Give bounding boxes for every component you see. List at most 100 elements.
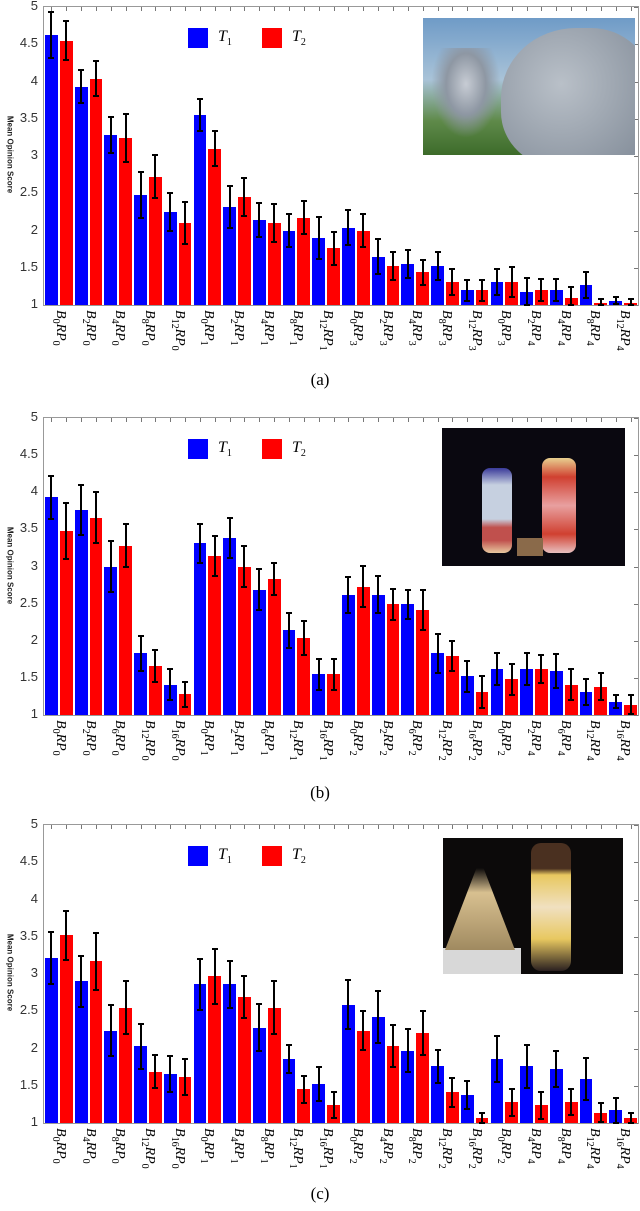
x-tick-mark [110, 7, 112, 11]
error-cap [226, 1006, 233, 1009]
y-tick-mark [634, 603, 638, 605]
x-tick-label: B8RP0 [109, 1128, 128, 1164]
x-tick-mark [199, 7, 201, 11]
x-tick-mark [363, 825, 365, 829]
error-cap [211, 575, 218, 578]
x-tick-mark [170, 825, 172, 829]
error-cap [553, 687, 560, 690]
error-cap [122, 1032, 129, 1035]
bar-t1 [520, 668, 534, 715]
y-tick-label: 4 [30, 483, 38, 499]
bar-t1 [104, 1030, 118, 1123]
y-tick-label: 1.5 [19, 258, 38, 274]
x-tick-label: B0RP2 [347, 720, 365, 756]
error-cap [78, 69, 85, 72]
bar-t2 [148, 176, 162, 305]
y-tick-mark [634, 7, 638, 8]
bar-t1 [282, 1058, 296, 1123]
error-cap [360, 1048, 367, 1051]
y-tick-label: 1 [30, 296, 38, 311]
y-tick-label: 4.5 [19, 446, 38, 462]
video-thumbnail [442, 428, 625, 566]
x-tick-label: B2RP1 [228, 720, 247, 756]
error-bar [421, 259, 424, 285]
x-tick-mark [140, 7, 142, 11]
error-bar [377, 238, 380, 275]
figure-caption: (b) [310, 783, 330, 802]
bar-t2 [535, 668, 548, 715]
error-bar [139, 635, 142, 672]
error-bar [258, 568, 261, 611]
y-tick-mark [634, 936, 638, 938]
x-tick-mark [214, 7, 216, 11]
bar-t2 [178, 223, 192, 305]
x-tick-mark [244, 825, 246, 829]
error-bar [302, 201, 305, 235]
x-tick-mark [333, 825, 335, 829]
bar-t2 [267, 223, 281, 305]
x-tick-mark [348, 7, 350, 11]
error-cap [122, 523, 129, 526]
error-cap [568, 286, 575, 289]
error-cap [434, 279, 441, 282]
error-cap [48, 931, 55, 934]
error-cap [182, 1057, 189, 1060]
bar-t1 [163, 211, 177, 305]
error-cap [241, 586, 248, 589]
error-cap [493, 1081, 500, 1084]
x-tick-mark [289, 418, 291, 422]
error-cap [597, 1121, 604, 1124]
error-cap [583, 296, 590, 299]
figure-caption: (c) [310, 1184, 330, 1203]
x-tick-mark [526, 7, 528, 11]
error-cap [419, 1054, 426, 1057]
error-cap [271, 561, 278, 564]
error-cap [92, 491, 99, 494]
error-cap [360, 606, 367, 609]
bar-t1 [223, 538, 237, 715]
error-cap [300, 1075, 307, 1078]
error-cap [196, 1008, 203, 1011]
error-cap [345, 611, 352, 614]
x-tick-mark [392, 7, 394, 11]
x-tick-mark [66, 418, 68, 422]
y-tick-label: 1 [30, 1114, 38, 1129]
y-tick-label: 4 [30, 890, 38, 906]
bar-t1 [45, 958, 58, 1123]
y-tick-label: 3.5 [19, 520, 38, 536]
error-cap [375, 273, 382, 276]
x-tick-mark [556, 7, 558, 11]
error-cap [167, 667, 174, 670]
error-bar [495, 269, 498, 295]
error-cap [404, 1028, 411, 1031]
bar-t1 [342, 227, 355, 305]
error-cap [241, 214, 248, 217]
x-tick-mark [630, 825, 632, 829]
error-cap [152, 154, 159, 157]
error-bar [273, 980, 276, 1035]
x-tick-mark [259, 825, 261, 829]
bar-t1 [193, 984, 207, 1123]
error-cap [612, 295, 619, 298]
bar-t1 [252, 589, 266, 715]
error-bar [139, 1023, 142, 1069]
error-cap [63, 58, 70, 61]
x-tick-mark [333, 7, 335, 11]
y-tick-label: 2 [30, 221, 38, 237]
error-bar [599, 673, 602, 701]
error-cap [48, 517, 55, 520]
error-cap [523, 652, 530, 655]
x-tick-label: B0RP3 [347, 310, 365, 346]
y-tick-label: 1.5 [19, 668, 38, 684]
bar-t1 [104, 135, 118, 305]
x-tick-mark [437, 825, 439, 829]
error-bar [391, 1025, 394, 1068]
error-bar [510, 267, 513, 297]
error-bar [540, 278, 543, 302]
x-tick-mark [51, 825, 53, 829]
error-cap [286, 1072, 293, 1075]
x-tick-mark [259, 418, 261, 422]
legend-swatch-t2 [262, 439, 282, 459]
bar-t1 [401, 264, 415, 305]
video-thumbnail [443, 838, 623, 974]
